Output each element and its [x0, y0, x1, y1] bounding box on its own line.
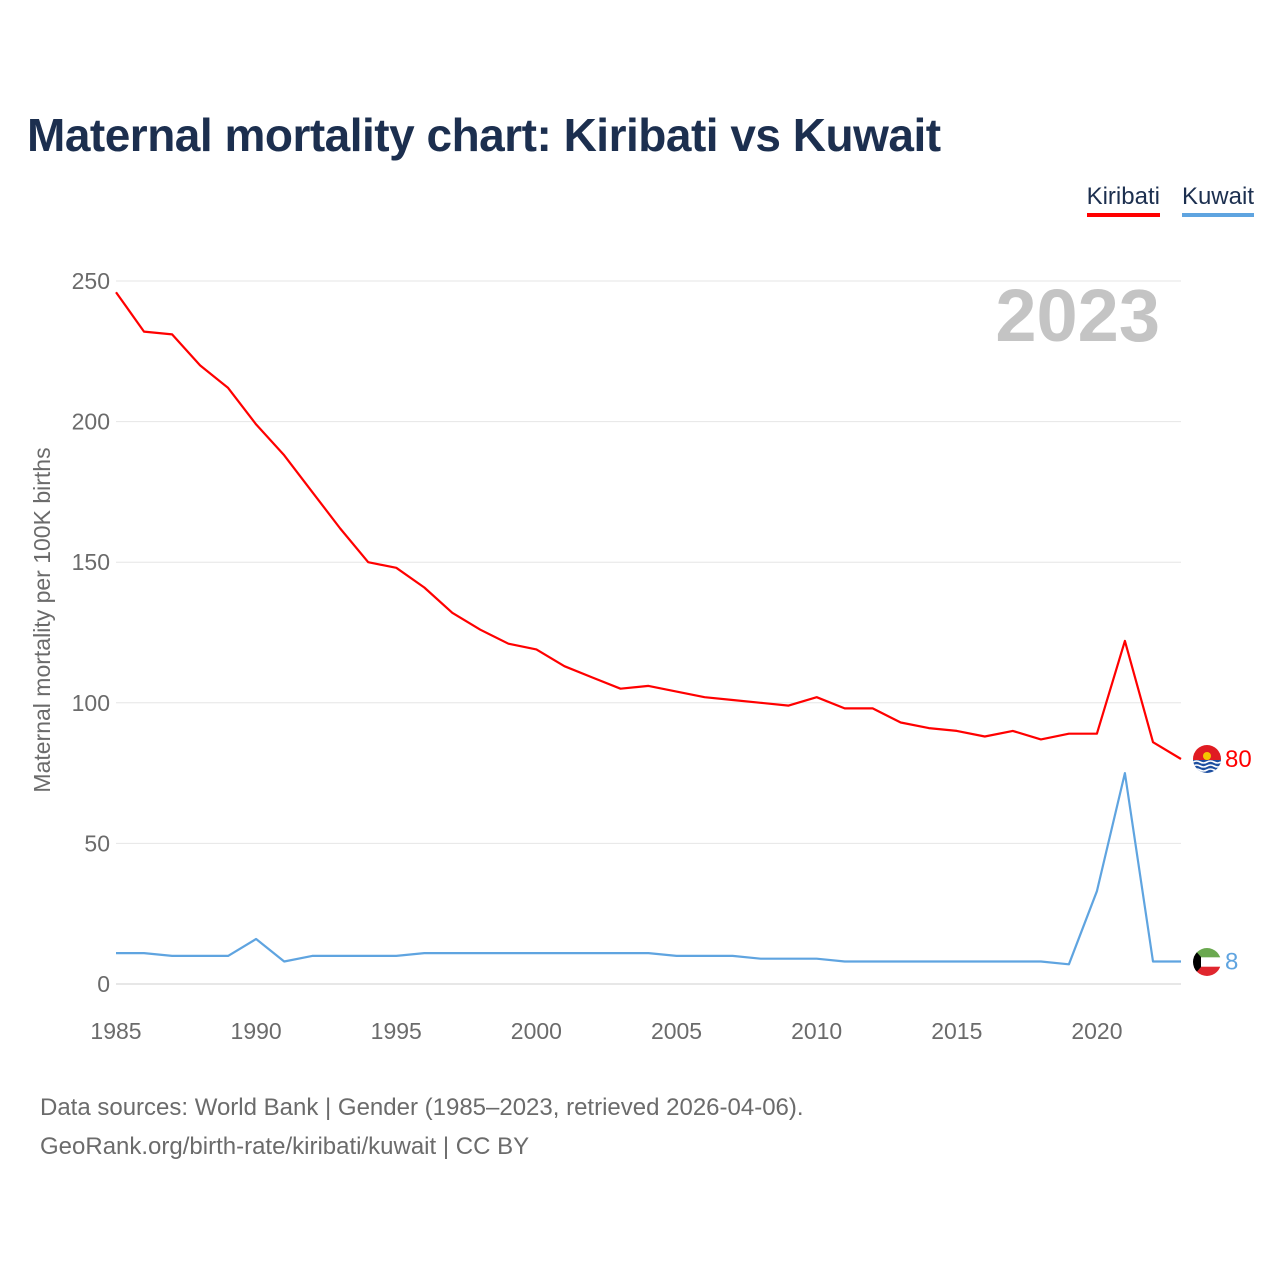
x-tick-label: 2015	[931, 1018, 982, 1044]
legend: Kiribati Kuwait	[1086, 183, 1254, 217]
x-tick-label: 1990	[231, 1018, 282, 1044]
kiribati-flag-icon	[1193, 745, 1221, 773]
x-tick-label: 2010	[791, 1018, 842, 1044]
y-tick-label: 200	[72, 409, 110, 435]
x-tick-label: 1985	[90, 1018, 141, 1044]
y-tick-label: 250	[72, 268, 110, 294]
end-value-kuwait: 8	[1225, 949, 1238, 976]
series-line-kiribati	[115, 291, 1182, 760]
attribution-line: GeoRank.org/birth-rate/kiribati/kuwait |…	[40, 1133, 530, 1160]
x-tick-label: 2000	[511, 1018, 562, 1044]
line-chart: 0 50 100 150 200 250 1985 1990 1995 2000 2005 2010…	[29, 268, 1252, 1044]
y-axis-label: Maternal mortality per 100K births	[29, 447, 55, 792]
end-value-kiribati: 80	[1225, 746, 1252, 773]
data-source-note: Data sources: World Bank | Gender (1985–…	[40, 1088, 804, 1166]
y-tick-label: 150	[72, 549, 110, 575]
series-line-kuwait	[116, 771, 1181, 966]
series-lines	[115, 291, 1182, 966]
x-tick-label: 1995	[371, 1018, 422, 1044]
grid-lines	[116, 280, 1181, 985]
y-tick-label: 100	[72, 690, 110, 716]
end-markers	[1193, 745, 1221, 976]
chart-title: Maternal mortality chart: Kiribati vs Ku…	[27, 109, 941, 161]
legend-item-kuwait[interactable]: Kuwait	[1181, 183, 1254, 217]
kuwait-flag-icon	[1193, 948, 1221, 976]
legend-item-kiribati[interactable]: Kiribati	[1086, 183, 1160, 217]
y-tick-label: 0	[97, 971, 110, 997]
x-tick-label: 2020	[1071, 1018, 1122, 1044]
y-tick-label: 50	[84, 830, 110, 856]
year-label: 2023	[995, 274, 1160, 357]
y-axis-ticks: 0 50 100 150 200 250	[72, 268, 110, 997]
source-line: Data sources: World Bank | Gender (1985–…	[40, 1094, 804, 1121]
x-tick-label: 2005	[651, 1018, 702, 1044]
x-axis-ticks: 1985 1990 1995 2000 2005 2010 2015 2020	[90, 1018, 1122, 1044]
